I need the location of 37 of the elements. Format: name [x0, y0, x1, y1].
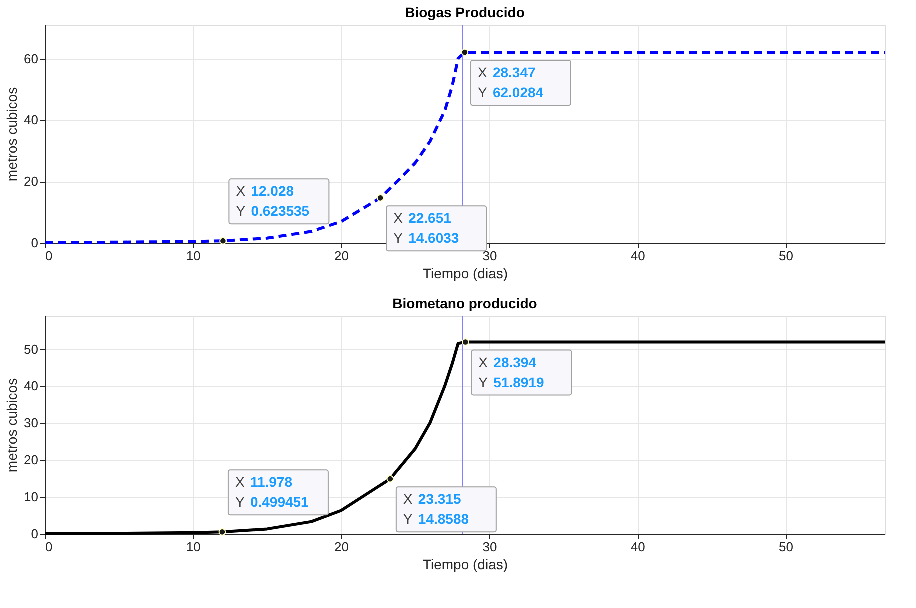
- x-tick-label: 0: [46, 540, 53, 554]
- annotation: X 22.651 Y 14.6033: [394, 210, 460, 246]
- x-tick-label: 40: [630, 540, 646, 554]
- y-tick-label: 20: [24, 174, 38, 190]
- y-tick-label: 0: [31, 526, 38, 542]
- y-tick-label: 40: [24, 378, 38, 394]
- x-tick-label: 20: [334, 248, 350, 264]
- x-tick-label: 30: [482, 540, 498, 554]
- y-axis-title: metros cubicos: [4, 87, 20, 182]
- y-axis-title: metros cubicos: [4, 378, 20, 473]
- annotation: X 23.315 Y 14.8588: [403, 491, 470, 528]
- x-tick-label: 0: [46, 248, 53, 264]
- y-tick-label: 10: [24, 490, 38, 505]
- x-axis-title: Tiempo (dias): [422, 266, 508, 282]
- y-tick-label: 30: [24, 416, 38, 431]
- point: [386, 475, 394, 483]
- point: [462, 338, 470, 346]
- x-tick-label: 10: [186, 540, 201, 554]
- annotation: X 28.347 Y 62.0284: [478, 64, 544, 101]
- x-tick-label: 30: [482, 248, 498, 264]
- annotation: X 12.028 Y 0.623535: [236, 183, 310, 220]
- y-tick-label: 40: [24, 112, 38, 128]
- annotation: X 11.978 Y 0.499451: [235, 474, 310, 510]
- y-tick-label: 50: [24, 342, 38, 357]
- x-tick-label: 50: [779, 248, 794, 264]
- annotation: X 28.394 Y 51.8919: [478, 354, 544, 390]
- chart-title: Biogas Producido: [405, 4, 525, 20]
- y-tick-label: 20: [24, 452, 38, 468]
- y-tick-label: 0: [31, 236, 38, 250]
- chart-title: Biometano producido: [392, 295, 538, 312]
- x-tick-label: 40: [630, 248, 646, 264]
- x-tick-label: 50: [779, 540, 794, 554]
- x-axis-title: Tiempo (dias): [422, 556, 508, 572]
- y-tick-label: 60: [24, 51, 38, 66]
- x-tick-label: 10: [186, 248, 201, 264]
- point: [218, 528, 226, 536]
- x-tick-label: 20: [334, 540, 350, 554]
